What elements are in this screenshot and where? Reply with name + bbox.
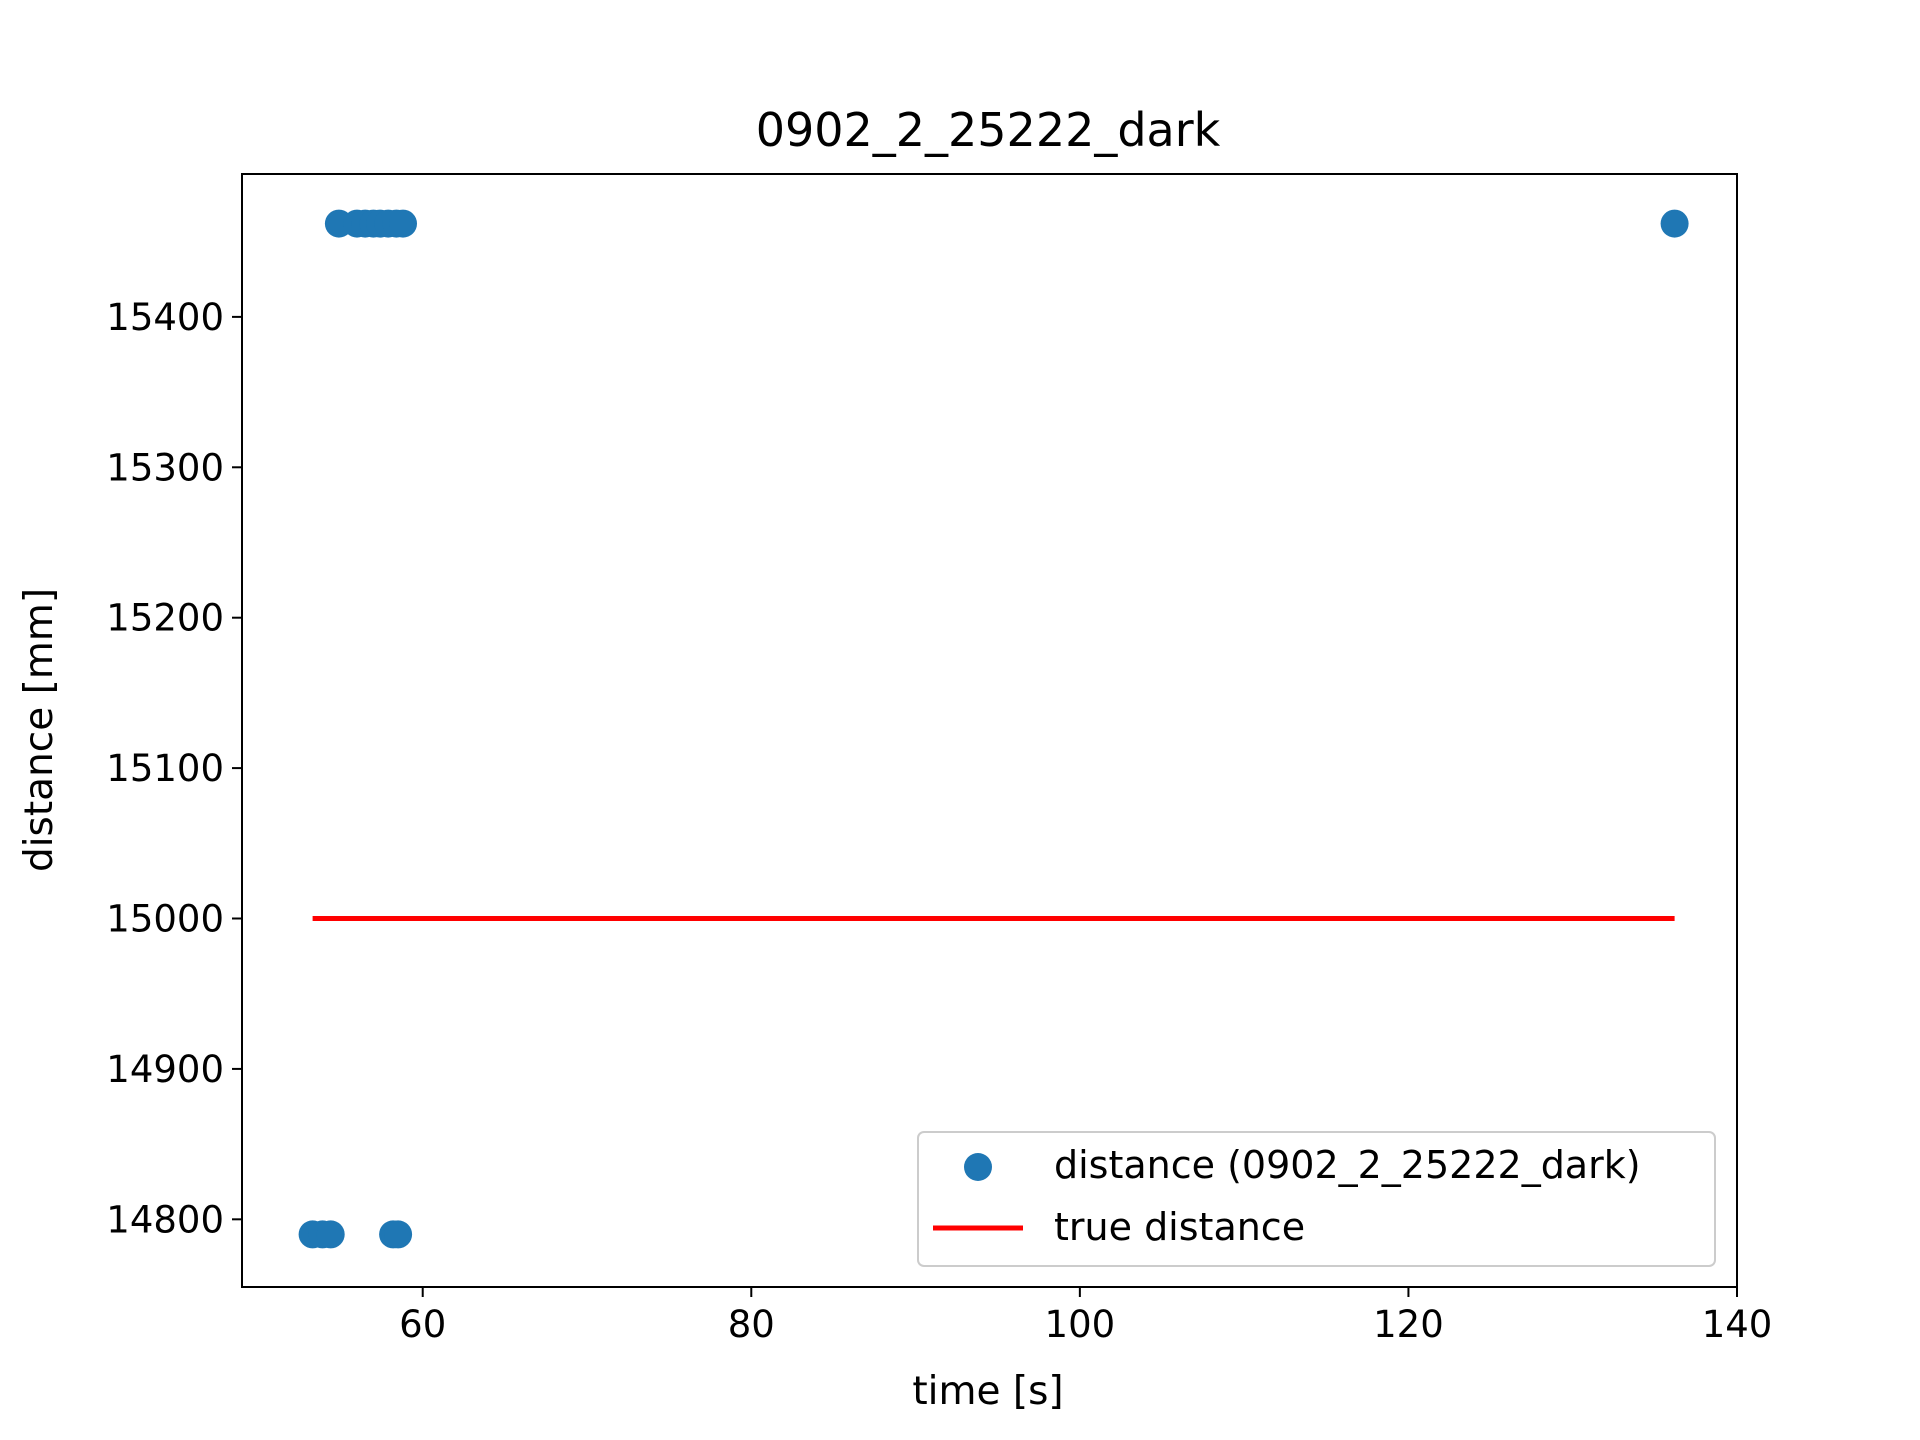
x-tick-label: 100 <box>1045 1303 1116 1346</box>
y-axis-label: distance [mm] <box>17 588 62 872</box>
x-tick-label: 80 <box>728 1303 775 1346</box>
y-tick-label: 14800 <box>106 1198 224 1241</box>
legend-box <box>917 1131 1716 1267</box>
y-tick-label: 15400 <box>106 296 224 339</box>
y-tick-label: 15200 <box>106 597 224 640</box>
y-tick-label: 15300 <box>106 446 224 489</box>
legend: distance (0902_2_25222_dark) true distan… <box>917 1131 1716 1267</box>
y-tick-label: 15000 <box>106 898 224 941</box>
x-tick-label: 120 <box>1373 1303 1444 1346</box>
x-tick-label: 140 <box>1702 1303 1773 1346</box>
x-tick-label: 60 <box>399 1303 446 1346</box>
scatter-point <box>316 1220 345 1249</box>
x-axis: 60 80 100 120 140 <box>399 1287 1772 1346</box>
legend-label-scatter: distance (0902_2_25222_dark) <box>1054 1143 1641 1187</box>
legend-marker-scatter <box>964 1153 992 1181</box>
scatter-point <box>384 1220 413 1249</box>
scatter-point <box>389 209 417 238</box>
legend-label-line: true distance <box>1054 1205 1305 1249</box>
x-axis-label: time [s] <box>912 1369 1063 1414</box>
chart-title: 0902_2_25222_dark <box>756 103 1221 157</box>
y-axis: 14800 14900 15000 15100 15200 15300 15400 <box>106 296 242 1241</box>
plot-frame <box>241 173 1738 1288</box>
plot-marks <box>298 209 1689 1249</box>
y-tick-label: 15100 <box>106 747 224 790</box>
scatter-point <box>1660 209 1689 238</box>
y-tick-label: 14900 <box>106 1048 224 1091</box>
